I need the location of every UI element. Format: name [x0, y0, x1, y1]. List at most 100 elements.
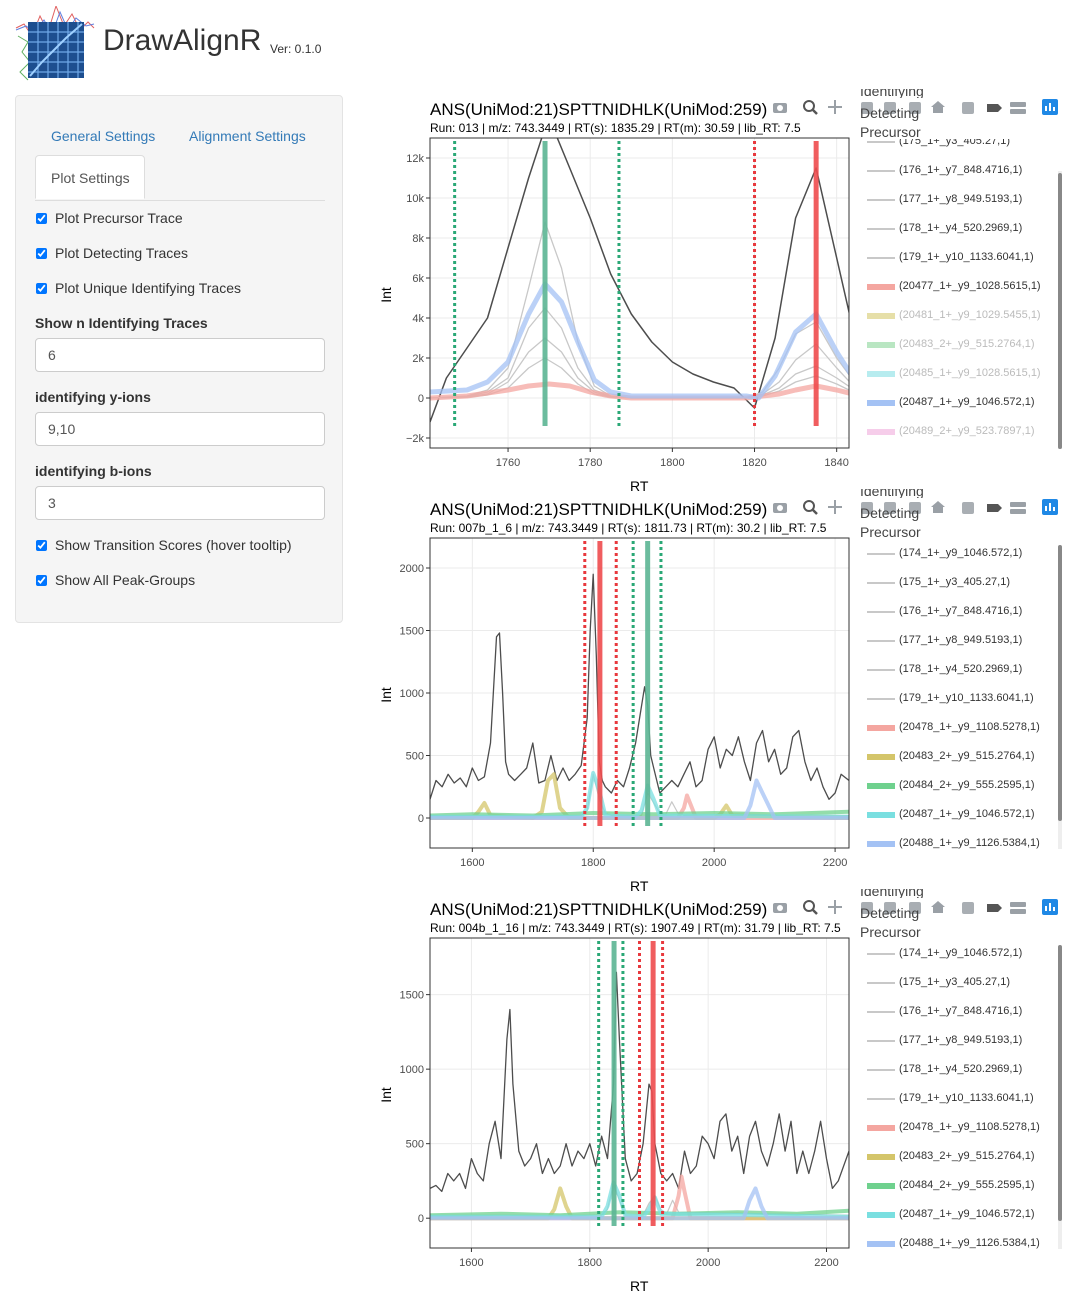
tab-alignment-settings[interactable]: Alignment Settings [189, 128, 306, 144]
legend-scrollbar-thumb[interactable] [1058, 173, 1062, 449]
hover-closest-icon[interactable] [987, 504, 1002, 512]
plotly-logo-icon[interactable] [1042, 499, 1058, 515]
show-transition-scores-checkbox[interactable] [36, 540, 47, 551]
hover-compare-icon[interactable] [1010, 902, 1026, 914]
show-n-identifying-traces-label: Show n Identifying Traces [35, 315, 208, 331]
show-all-peak-groups-checkbox[interactable] [36, 575, 47, 586]
y-tick-label: 6k [412, 273, 424, 285]
precursor-trace[interactable] [430, 573, 849, 800]
plot-precursor-trace-checkbox[interactable] [36, 213, 47, 224]
legend-label: (174_1+_y9_1046.572,1) [899, 547, 1023, 559]
x-axis-title: RT [630, 1278, 649, 1294]
legend-scrollbar-thumb[interactable] [1058, 945, 1062, 1221]
legend-scrollbar-thumb[interactable] [1058, 545, 1062, 821]
spike-lines-icon[interactable] [962, 502, 974, 514]
plot-unique-identifying-traces-checkbox[interactable] [36, 283, 47, 294]
settings-tabs: General Settings Alignment Settings Plot… [35, 110, 325, 201]
y-tick-label: −2k [406, 433, 425, 445]
legend-swatch [867, 783, 895, 789]
legend-label: (178_1+_y4_520.2969,1) [899, 222, 1023, 234]
legend-label: (20478_1+_y9_1108.5278,1) [899, 1121, 1040, 1133]
plot-border [429, 137, 850, 449]
tab-plot-settings[interactable]: Plot Settings [35, 155, 145, 199]
legend-label: (178_1+_y4_520.2969,1) [899, 1063, 1023, 1075]
legend-label: (20483_2+_y9_515.2764,1) [899, 750, 1035, 762]
identifying-b-ions-input[interactable] [35, 486, 325, 520]
x-axis-title: RT [630, 878, 649, 894]
identifying-trace[interactable] [430, 1180, 849, 1219]
home-icon[interactable] [931, 501, 945, 513]
zoom-in-icon[interactable] [861, 502, 873, 514]
legend-swatch [867, 953, 895, 955]
plotly-logo-icon[interactable] [1042, 899, 1058, 915]
zoom-out-icon[interactable] [884, 902, 896, 914]
plot-traces [430, 138, 898, 426]
legend-label: (176_1+_y7_848.4716,1) [899, 605, 1023, 617]
identifying-trace[interactable] [430, 772, 849, 820]
zoom-out-icon[interactable] [884, 502, 896, 514]
camera-icon[interactable] [773, 503, 787, 513]
legend-header-precursor: Precursor [860, 124, 921, 140]
chromatogram-plot-3: 0 500 1000 1500 1600 1800 2000 2200 ANS(UniMod:2… [378, 889, 1080, 1295]
show-n-identifying-traces-input[interactable] [35, 338, 325, 372]
x-axis-title: RT [630, 478, 649, 494]
legend-swatch [867, 199, 895, 201]
zoom-in-icon[interactable] [861, 102, 873, 114]
tab-plot-settings-label: Plot Settings [51, 170, 130, 186]
spike-lines-icon[interactable] [962, 902, 974, 914]
hover-compare-icon[interactable] [1010, 102, 1026, 114]
x-tick-label: 2200 [814, 1257, 838, 1269]
autoscale-icon[interactable] [909, 902, 921, 914]
spike-lines-icon[interactable] [962, 102, 974, 114]
legend-swatch [867, 1125, 895, 1131]
identifying-trace[interactable] [430, 809, 849, 818]
pan-icon[interactable] [828, 100, 842, 114]
home-icon[interactable] [931, 901, 945, 913]
precursor-trace[interactable] [430, 971, 849, 1193]
hover-compare-icon[interactable] [1010, 502, 1026, 514]
legend-swatch [867, 669, 895, 671]
zoom-out-icon[interactable] [884, 102, 896, 114]
plot-detecting-traces-label: Plot Detecting Traces [55, 245, 189, 261]
hover-closest-icon[interactable] [987, 104, 1002, 112]
app-title: DrawAlignR [103, 24, 262, 57]
x-tick-label: 1800 [581, 857, 605, 869]
legend-swatch [867, 982, 895, 984]
hover-closest-icon[interactable] [987, 904, 1002, 912]
plot-subtitle: Run: 013 | m/z: 743.3449 | RT(s): 1835.2… [430, 121, 801, 135]
legend-swatch [867, 284, 895, 290]
zoom-icon[interactable] [803, 500, 818, 515]
identifying-y-ions-input[interactable] [35, 412, 325, 446]
x-tick-label: 1780 [578, 457, 602, 469]
pan-icon[interactable] [828, 500, 842, 514]
plot-modebar [773, 899, 1058, 915]
pan-icon[interactable] [828, 900, 842, 914]
legend-label: (177_1+_y8_949.5193,1) [899, 193, 1023, 205]
autoscale-icon[interactable] [909, 102, 921, 114]
zoom-icon[interactable] [803, 900, 818, 915]
plotly-logo-icon[interactable] [1042, 99, 1058, 115]
tab-general-settings[interactable]: General Settings [51, 128, 156, 144]
legend-label: (20488_1+_y9_1126.5384,1) [899, 837, 1040, 849]
identifying-trace[interactable] [430, 281, 898, 401]
x-tick-label: 2000 [702, 857, 726, 869]
legend-swatch [867, 228, 895, 230]
legend-label: (20483_2+_y9_515.2764,1) [899, 1150, 1035, 1162]
plot-traces [430, 541, 849, 826]
legend-label: (178_1+_y4_520.2969,1) [899, 663, 1023, 675]
y-tick-label: 4k [412, 313, 424, 325]
camera-icon[interactable] [773, 903, 787, 913]
identifying-trace[interactable] [430, 1208, 849, 1218]
plot-detecting-traces-checkbox[interactable] [36, 248, 47, 259]
home-icon[interactable] [931, 101, 945, 113]
plot-legend: (174_1+_y9_1046.572,1) (175_1+_y3_405.27,… [380, 539, 1080, 849]
zoom-icon[interactable] [803, 100, 818, 115]
identifying-trace[interactable] [430, 778, 849, 820]
chromatogram-plot-1: −2k 0 2k 4k 6k 8k 10k 12k 1760 1780 1800 1820 1840 AN… [378, 89, 1080, 495]
zoom-in-icon[interactable] [861, 902, 873, 914]
camera-icon[interactable] [773, 103, 787, 113]
legend-swatch [867, 640, 895, 642]
identifying-trace[interactable] [430, 1186, 849, 1221]
chart-svg: 0 500 1000 1500 2000 1600 1800 2000 2200 [400, 537, 850, 869]
autoscale-icon[interactable] [909, 502, 921, 514]
